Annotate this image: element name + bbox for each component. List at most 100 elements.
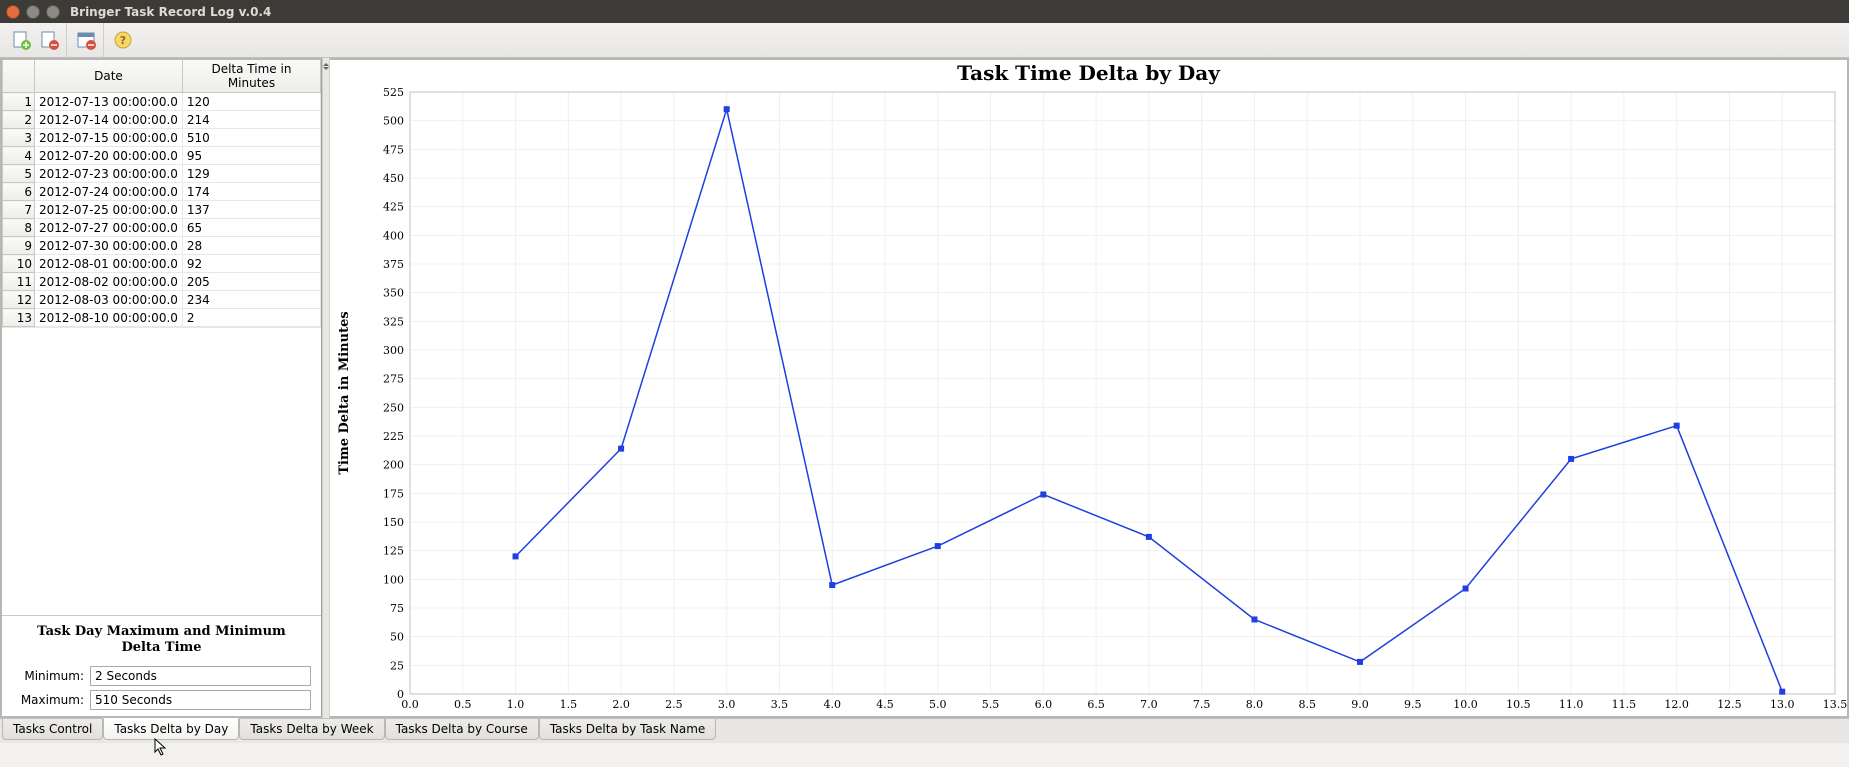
cell-date: 2012-07-20 00:00:00.0 bbox=[35, 147, 183, 165]
chart-pane: Task Time Delta by Day025507510012515017… bbox=[330, 58, 1849, 718]
y-tick-label: 150 bbox=[383, 516, 404, 529]
min-label: Minimum: bbox=[12, 669, 84, 683]
cell-delta: 92 bbox=[182, 255, 320, 273]
data-point bbox=[1568, 456, 1574, 462]
y-tick-label: 175 bbox=[383, 487, 404, 500]
row-number: 8 bbox=[3, 219, 35, 237]
x-tick-label: 10.5 bbox=[1506, 698, 1531, 711]
x-tick-label: 13.0 bbox=[1770, 698, 1795, 711]
help-button[interactable]: ? bbox=[110, 27, 136, 53]
x-tick-label: 6.0 bbox=[1035, 698, 1053, 711]
cell-delta: 174 bbox=[182, 183, 320, 201]
toolbar: ? bbox=[0, 23, 1849, 58]
row-number: 3 bbox=[3, 129, 35, 147]
table-row[interactable]: 22012-07-14 00:00:00.0214 bbox=[3, 111, 321, 129]
data-point bbox=[513, 553, 519, 559]
stats-panel: Task Day Maximum and Minimum Delta Time … bbox=[2, 615, 321, 717]
line-chart: Task Time Delta by Day025507510012515017… bbox=[330, 60, 1847, 716]
table-row[interactable]: 92012-07-30 00:00:00.028 bbox=[3, 237, 321, 255]
data-point bbox=[829, 582, 835, 588]
y-tick-label: 425 bbox=[383, 201, 404, 214]
x-tick-label: 3.5 bbox=[771, 698, 789, 711]
left-pane: Date Delta Time in Minutes 12012-07-13 0… bbox=[0, 58, 322, 718]
cell-delta: 214 bbox=[182, 111, 320, 129]
min-field[interactable] bbox=[90, 666, 311, 686]
x-tick-label: 12.5 bbox=[1717, 698, 1742, 711]
maximize-icon[interactable] bbox=[46, 5, 60, 19]
tab-tasks-delta-by-course[interactable]: Tasks Delta by Course bbox=[385, 719, 539, 740]
col-date[interactable]: Date bbox=[35, 60, 183, 93]
row-number: 11 bbox=[3, 273, 35, 291]
y-axis-label: Time Delta in Minutes bbox=[337, 311, 352, 474]
splitter[interactable] bbox=[322, 58, 330, 718]
cell-date: 2012-08-01 00:00:00.0 bbox=[35, 255, 183, 273]
y-tick-label: 475 bbox=[383, 143, 404, 156]
tab-tasks-delta-by-day[interactable]: Tasks Delta by Day bbox=[103, 718, 239, 740]
table-row[interactable]: 12012-07-13 00:00:00.0120 bbox=[3, 93, 321, 111]
cell-delta: 234 bbox=[182, 291, 320, 309]
x-tick-label: 11.5 bbox=[1612, 698, 1637, 711]
x-tick-label: 0.0 bbox=[401, 698, 419, 711]
x-tick-label: 3.0 bbox=[718, 698, 736, 711]
x-tick-label: 5.5 bbox=[982, 698, 1000, 711]
table-row[interactable]: 62012-07-24 00:00:00.0174 bbox=[3, 183, 321, 201]
data-point bbox=[935, 543, 941, 549]
row-number: 7 bbox=[3, 201, 35, 219]
x-tick-label: 7.0 bbox=[1140, 698, 1158, 711]
status-area bbox=[0, 743, 1849, 767]
data-point bbox=[1674, 423, 1680, 429]
cell-delta: 28 bbox=[182, 237, 320, 255]
y-tick-label: 325 bbox=[383, 315, 404, 328]
x-tick-label: 4.0 bbox=[823, 698, 841, 711]
x-tick-label: 4.5 bbox=[876, 698, 894, 711]
col-delta[interactable]: Delta Time in Minutes bbox=[182, 60, 320, 93]
calendar-button[interactable] bbox=[73, 27, 99, 53]
cell-date: 2012-07-14 00:00:00.0 bbox=[35, 111, 183, 129]
x-tick-label: 6.5 bbox=[1087, 698, 1105, 711]
max-field[interactable] bbox=[90, 690, 311, 710]
cell-date: 2012-07-30 00:00:00.0 bbox=[35, 237, 183, 255]
table-row[interactable]: 82012-07-27 00:00:00.065 bbox=[3, 219, 321, 237]
x-tick-label: 9.5 bbox=[1404, 698, 1422, 711]
tab-tasks-delta-by-week[interactable]: Tasks Delta by Week bbox=[239, 719, 384, 740]
table-row[interactable]: 132012-08-10 00:00:00.02 bbox=[3, 309, 321, 327]
window-title: Bringer Task Record Log v.0.4 bbox=[70, 5, 271, 19]
tab-tasks-control[interactable]: Tasks Control bbox=[2, 719, 103, 740]
minimize-icon[interactable] bbox=[26, 5, 40, 19]
table-row[interactable]: 122012-08-03 00:00:00.0234 bbox=[3, 291, 321, 309]
cell-delta: 205 bbox=[182, 273, 320, 291]
table-row[interactable]: 42012-07-20 00:00:00.095 bbox=[3, 147, 321, 165]
x-tick-label: 12.0 bbox=[1664, 698, 1689, 711]
row-number: 2 bbox=[3, 111, 35, 129]
cell-date: 2012-07-24 00:00:00.0 bbox=[35, 183, 183, 201]
max-label: Maximum: bbox=[12, 693, 84, 707]
cell-date: 2012-07-25 00:00:00.0 bbox=[35, 201, 183, 219]
data-point bbox=[618, 446, 624, 452]
y-tick-label: 525 bbox=[383, 86, 404, 99]
data-point bbox=[1040, 491, 1046, 497]
y-tick-label: 400 bbox=[383, 229, 404, 242]
data-point bbox=[1463, 586, 1469, 592]
table-row[interactable]: 32012-07-15 00:00:00.0510 bbox=[3, 129, 321, 147]
table-row[interactable]: 102012-08-01 00:00:00.092 bbox=[3, 255, 321, 273]
data-table[interactable]: Date Delta Time in Minutes 12012-07-13 0… bbox=[2, 60, 321, 327]
data-point bbox=[1779, 689, 1785, 695]
x-tick-label: 9.0 bbox=[1351, 698, 1369, 711]
table-row[interactable]: 112012-08-02 00:00:00.0205 bbox=[3, 273, 321, 291]
tab-tasks-delta-by-task-name[interactable]: Tasks Delta by Task Name bbox=[539, 719, 716, 740]
cell-delta: 510 bbox=[182, 129, 320, 147]
delete-doc-button[interactable] bbox=[36, 27, 62, 53]
close-icon[interactable] bbox=[6, 5, 20, 19]
table-row[interactable]: 72012-07-25 00:00:00.0137 bbox=[3, 201, 321, 219]
window-titlebar: Bringer Task Record Log v.0.4 bbox=[0, 0, 1849, 23]
x-tick-label: 1.5 bbox=[560, 698, 578, 711]
table-row[interactable]: 52012-07-23 00:00:00.0129 bbox=[3, 165, 321, 183]
y-tick-label: 375 bbox=[383, 258, 404, 271]
new-doc-button[interactable] bbox=[8, 27, 34, 53]
y-tick-label: 275 bbox=[383, 373, 404, 386]
cell-date: 2012-07-13 00:00:00.0 bbox=[35, 93, 183, 111]
data-point bbox=[1251, 616, 1257, 622]
cell-date: 2012-08-02 00:00:00.0 bbox=[35, 273, 183, 291]
data-point bbox=[1357, 659, 1363, 665]
row-number: 13 bbox=[3, 309, 35, 327]
